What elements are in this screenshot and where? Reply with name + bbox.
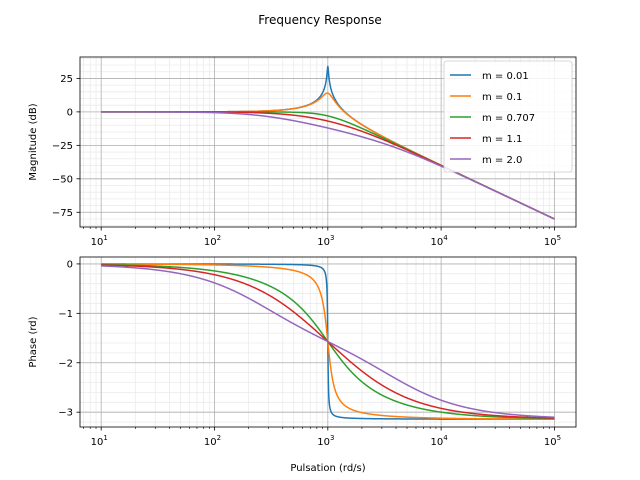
x-tick-label: 104	[431, 434, 449, 448]
y-ticks: 0 −1 −2 −3	[58, 259, 80, 419]
y-tick-label: −2	[58, 358, 73, 369]
series-line-m-2-0	[100, 265, 555, 418]
legend-entry: m = 1.1	[482, 134, 522, 145]
x-tick-label: 102	[204, 434, 221, 448]
x-tick-label: 104	[431, 234, 449, 248]
legend-entry: m = 0.707	[482, 113, 535, 124]
x-tick-label: 102	[204, 234, 221, 248]
y-tick-label: −3	[58, 408, 73, 419]
y-tick-label: 0	[67, 107, 73, 118]
legend-entry: m = 0.1	[482, 92, 522, 103]
legend-entry: m = 2.0	[482, 155, 522, 166]
legend-box	[443, 60, 573, 173]
y-tick-label: 25	[60, 74, 73, 85]
legend-entry: m = 0.01	[482, 71, 529, 82]
y-axis-label: Phase (rd)	[28, 316, 39, 367]
x-ticks: 101 102 103 104 105	[83, 427, 561, 448]
y-tick-label: −25	[52, 141, 73, 152]
x-ticks: 101 102 103 104 105	[83, 227, 561, 248]
x-tick-label: 105	[544, 234, 561, 248]
magnitude-plot: 101 102 103 104 105 25 0 −25 −50 −75 Magnitude (dB…	[28, 56, 577, 248]
y-tick-label: −75	[52, 208, 73, 219]
y-tick-label: 0	[67, 259, 73, 270]
y-ticks: 25 0 −25 −50 −75	[52, 74, 80, 219]
phase-plot: 101 102 103 104 105 0 −1 −2 −3 Phase (rd) Pulsatio…	[28, 256, 577, 474]
y-axis-label: Magnitude (dB)	[28, 103, 39, 180]
series-lines	[100, 65, 555, 220]
y-tick-label: −1	[58, 309, 73, 320]
x-tick-label: 105	[544, 434, 561, 448]
series-line-m-2-0	[100, 111, 555, 220]
x-tick-label: 103	[317, 434, 334, 448]
x-axis-label: Pulsation (rd/s)	[290, 463, 365, 474]
figure-title: Frequency Response	[258, 13, 381, 27]
series-lines	[100, 263, 555, 420]
x-tick-label: 101	[91, 434, 108, 448]
x-tick-label: 103	[317, 234, 334, 248]
y-tick-label: −50	[52, 174, 73, 185]
x-tick-label: 101	[91, 234, 108, 248]
legend: m = 0.01 m = 0.1 m = 0.707 m = 1.1 m = 2.0	[443, 60, 573, 173]
